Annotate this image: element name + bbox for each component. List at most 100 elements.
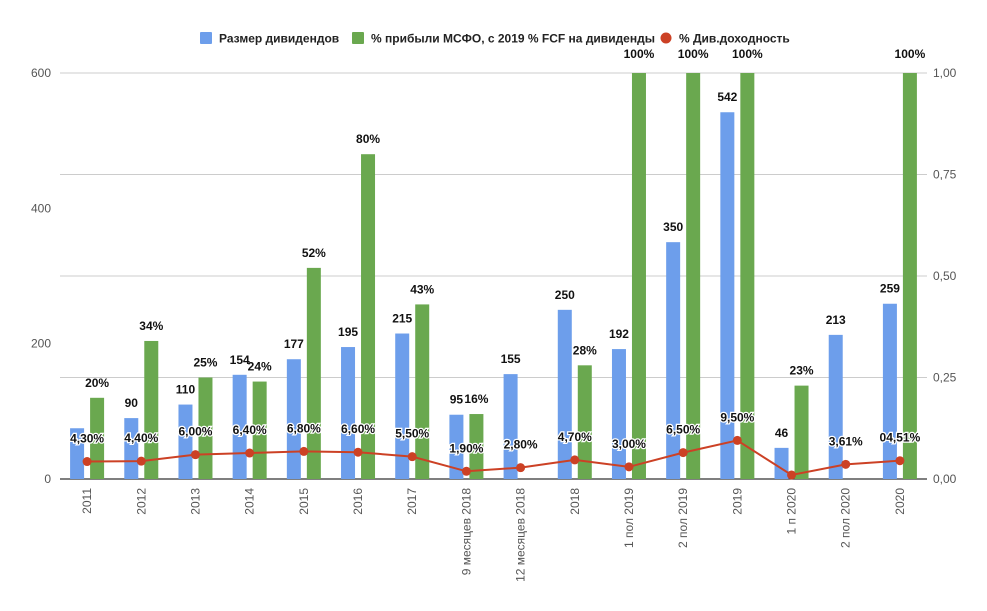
- yield-point: [245, 448, 255, 458]
- x-tick-label: 2019: [730, 488, 744, 515]
- bars: [70, 73, 917, 479]
- data-label-payout: 100%: [732, 47, 763, 61]
- y-left-tick-label: 400: [31, 201, 51, 215]
- legend: Размер дивидендов % прибыли МСФО, с 2019 …: [200, 32, 790, 46]
- bar-payout: [686, 73, 701, 479]
- data-label-payout: 25%: [193, 356, 217, 370]
- data-label-yield: 6,80%: [287, 421, 321, 435]
- data-label-dividends: 259: [880, 282, 900, 296]
- data-label-dividends: 155: [501, 352, 521, 366]
- legend-label-dividends: Размер дивидендов: [219, 32, 339, 46]
- data-label-yield: 04,51%: [880, 431, 921, 445]
- data-label-yield: 4,30%: [70, 432, 104, 446]
- bar-payout: [631, 73, 646, 479]
- yield-point: [624, 462, 634, 472]
- data-label-yield: 3,61%: [829, 434, 863, 448]
- y-right-tick-label: 1,00: [933, 66, 957, 80]
- x-tick-label: 2017: [405, 488, 419, 515]
- x-tick-label: 12 месяцев 2018: [514, 488, 528, 582]
- data-label-payout: 43%: [410, 282, 434, 296]
- bar-dividends: [666, 242, 681, 479]
- x-tick-label: 2014: [243, 488, 257, 515]
- data-label-dividends: 154: [230, 353, 250, 367]
- data-label-dividends: 250: [555, 288, 575, 302]
- x-tick-label: 1 пол 2019: [622, 488, 636, 548]
- bar-dividends: [828, 334, 843, 479]
- x-tick-label: 2015: [297, 488, 311, 515]
- y-right-tick-label: 0,00: [933, 472, 957, 486]
- data-label-dividends: 195: [338, 325, 358, 339]
- yield-point: [407, 452, 417, 462]
- x-tick-label: 2013: [188, 488, 202, 515]
- bar-payout: [902, 73, 917, 479]
- yield-point: [841, 459, 851, 469]
- bar-dividends: [774, 447, 789, 479]
- data-label-yield: 3,00%: [612, 437, 646, 451]
- yield-line-path: [87, 439, 900, 476]
- yield-point: [895, 456, 905, 466]
- bar-dividends: [70, 428, 85, 479]
- yield-point: [787, 470, 797, 480]
- data-label-payout: 34%: [139, 319, 163, 333]
- bar-payout: [252, 381, 267, 479]
- x-tick-label: 2020: [893, 488, 907, 515]
- data-label-yield: 1,90%: [449, 441, 483, 455]
- y-right-tick-label: 0,50: [933, 269, 957, 283]
- yield-point: [136, 456, 146, 466]
- yield-point: [461, 466, 471, 476]
- bar-payout: [361, 154, 376, 479]
- x-tick-label: 2 пол 2019: [676, 488, 690, 548]
- yield-point: [190, 450, 200, 460]
- yield-point: [678, 448, 688, 458]
- y-left-tick-label: 200: [31, 337, 51, 351]
- y-left-tick-label: 600: [31, 66, 51, 80]
- data-label-payout: 100%: [895, 47, 926, 61]
- legend-label-yield: % Див.доходность: [679, 32, 790, 46]
- y-axis-left: 0 200 400 600: [31, 66, 51, 486]
- legend-label-payout: % прибыли МСФО, с 2019 % FCF на дивиденд…: [371, 32, 655, 46]
- yield-point: [570, 455, 580, 465]
- bar-dividends: [286, 359, 301, 479]
- legend-marker-yield: [660, 32, 672, 44]
- data-label-yield: 4,70%: [558, 430, 592, 444]
- data-label-yield: 6,50%: [666, 423, 700, 437]
- y-left-tick-label: 0: [44, 472, 51, 486]
- data-label-payout: 80%: [356, 132, 380, 146]
- bar-dividends: [449, 414, 464, 479]
- yield-point: [299, 446, 309, 456]
- x-tick-label: 2012: [134, 488, 148, 515]
- x-tick-label: 2 пол 2020: [839, 488, 853, 548]
- yield-point: [732, 435, 742, 445]
- yield-point: [82, 457, 92, 467]
- legend-marker-payout: [352, 32, 364, 44]
- legend-marker-dividends: [200, 32, 212, 44]
- bar-payout: [740, 73, 755, 479]
- data-label-dividends: 90: [125, 396, 139, 410]
- data-label-payout: 100%: [678, 47, 709, 61]
- bar-payout: [144, 340, 159, 479]
- yield-point: [516, 463, 526, 473]
- y-right-tick-label: 0,75: [933, 168, 957, 182]
- data-label-dividends: 192: [609, 327, 629, 341]
- data-label-yield: 4,40%: [124, 431, 158, 445]
- x-tick-label: 1 п 2020: [785, 488, 799, 535]
- data-label-dividends: 542: [717, 90, 737, 104]
- bar-dividends: [557, 309, 572, 479]
- x-tick-label: 2018: [568, 488, 582, 515]
- x-tick-label: 2011: [80, 488, 94, 514]
- x-tick-label: 2016: [351, 488, 365, 515]
- bar-payout: [577, 365, 592, 479]
- data-label-payout: 16%: [464, 392, 488, 406]
- bar-payout: [306, 267, 321, 479]
- data-label-yield: 5,50%: [395, 427, 429, 441]
- data-label-yield: 6,40%: [233, 423, 267, 437]
- bar-payout: [415, 304, 430, 479]
- bar-dividends: [341, 347, 356, 479]
- data-label-yield: 2,80%: [504, 438, 538, 452]
- bar-dividends: [395, 333, 410, 479]
- bar-dividends: [124, 418, 139, 479]
- yield-point: [353, 447, 363, 457]
- bar-dividends: [611, 349, 626, 479]
